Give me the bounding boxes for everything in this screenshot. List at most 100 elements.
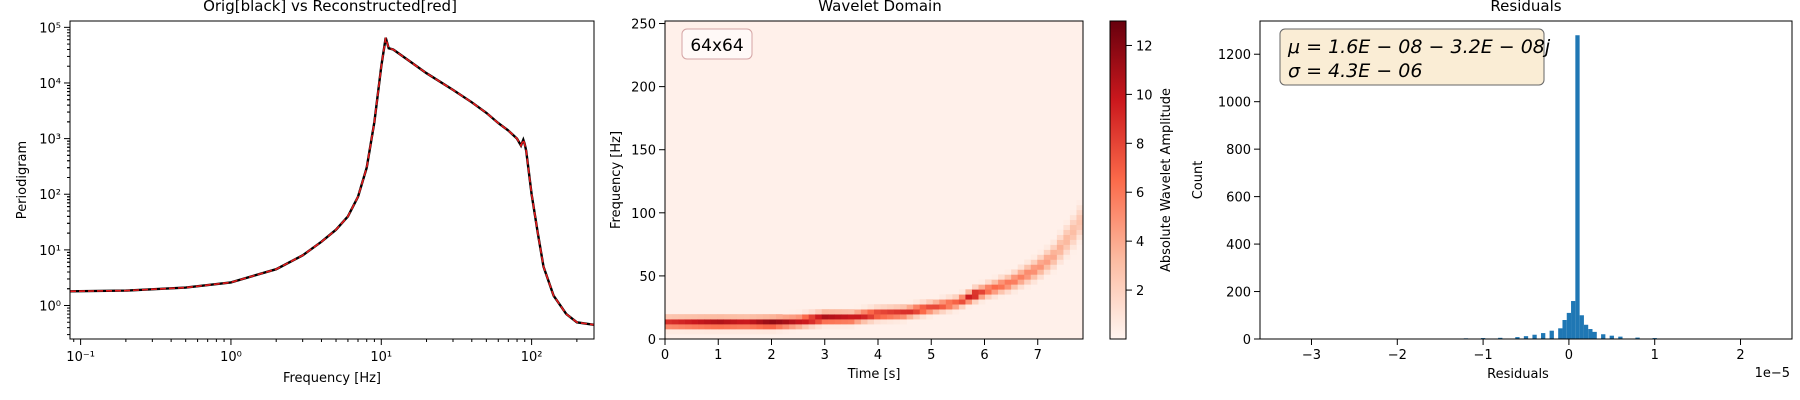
panel2-axes-frame — [664, 20, 1084, 340]
heatmap-cell — [678, 319, 685, 325]
heatmap-cell — [1037, 264, 1045, 270]
heatmap-cell — [991, 294, 999, 300]
panel1-plot-area — [69, 37, 595, 326]
p2-ytick-label: 50 — [639, 270, 656, 285]
heatmap-cell — [985, 279, 992, 285]
histogram-bar — [1549, 330, 1554, 339]
histogram-bar — [1562, 320, 1567, 339]
colorbar-tick-label: 12 — [1136, 39, 1153, 54]
heatmap-cell — [756, 329, 764, 335]
heatmap-cell — [919, 304, 927, 310]
heatmap-cell — [710, 314, 718, 320]
heatmap-cell — [782, 309, 790, 315]
p1-xtick-label: 10² — [521, 350, 543, 365]
panel3-plot-area — [1463, 35, 1692, 340]
heatmap-cell — [932, 304, 940, 310]
histogram-bar — [1498, 337, 1503, 339]
p3-xtick-label: −2 — [1388, 348, 1407, 363]
heatmap-cell — [900, 304, 907, 310]
histogram-bar — [1515, 337, 1520, 339]
p1-ytick-label: 10⁰ — [39, 300, 61, 315]
p2-xtick-label: 4 — [874, 348, 882, 363]
p3-ytick-label: 1200 — [1218, 48, 1251, 63]
p2-xtick-label: 6 — [980, 348, 988, 363]
heatmap-cell — [945, 294, 953, 300]
heatmap-cell — [723, 329, 731, 335]
heatmap-cell — [776, 314, 783, 320]
heatmap-cell — [893, 309, 901, 315]
heatmap-cell — [789, 309, 796, 315]
heatmap-cell — [847, 314, 855, 320]
heatmap-cell — [828, 324, 836, 330]
heatmap-cell — [776, 329, 783, 335]
heatmap-cell — [684, 319, 692, 325]
heatmap-cell — [1069, 229, 1077, 235]
panel3-ylabel: Count — [1191, 161, 1206, 200]
panel3-xlabel: Residuals — [1487, 367, 1549, 382]
heatmap-cell — [906, 309, 914, 315]
heatmap-cell — [1030, 279, 1038, 285]
heatmap-cell — [665, 329, 672, 335]
heatmap-cell — [978, 299, 986, 305]
heatmap-cell — [978, 284, 986, 290]
heatmap-cell — [971, 294, 979, 300]
heatmap-cell — [841, 309, 849, 315]
heatmap-cell — [867, 309, 875, 315]
heatmap-cell — [867, 314, 875, 320]
heatmap-cell — [704, 319, 712, 325]
heatmap-cell — [1076, 204, 1084, 211]
heatmap-cell — [776, 324, 783, 330]
p1-ytick-label: 10² — [39, 188, 61, 203]
heatmap-cell — [1056, 244, 1064, 250]
heatmap-cell — [762, 314, 770, 320]
heatmap-cell — [762, 329, 770, 335]
heatmap-cell — [749, 329, 757, 335]
heatmap-cell — [932, 294, 940, 300]
heatmap-cell — [678, 329, 685, 335]
heatmap-cell — [782, 319, 790, 325]
heatmap-cell — [913, 314, 921, 320]
heatmap-cell — [769, 324, 777, 330]
heatmap-cell — [952, 299, 960, 305]
heatmap-cell — [978, 294, 986, 300]
heatmap-cell — [1037, 269, 1045, 275]
heatmap-cell — [808, 314, 816, 320]
heatmap-cell — [789, 329, 796, 335]
heatmap-cell — [841, 324, 849, 330]
panel2-ylabel: Frequency [Hz] — [609, 131, 624, 229]
heatmap-cell — [913, 309, 921, 315]
heatmap-cell — [1011, 289, 1018, 295]
heatmap-cell — [874, 319, 881, 325]
p3-ytick-label: 800 — [1226, 143, 1251, 158]
heatmap-cell — [1037, 274, 1045, 280]
p2-ytick-label: 200 — [631, 81, 656, 96]
heatmap-cell — [1024, 284, 1032, 290]
heatmap-cell — [1004, 274, 1012, 280]
heatmap-cell — [1076, 234, 1084, 240]
heatmap-cell — [802, 324, 809, 330]
heatmap-cell — [671, 329, 679, 335]
heatmap-cell — [998, 284, 1005, 290]
heatmap-cell — [1069, 244, 1077, 250]
heatmap-cell — [1024, 269, 1032, 275]
p1-xtick-label: 10¹ — [370, 350, 392, 365]
panel3-offset-label: 1e−5 — [1755, 366, 1790, 381]
heatmap-cell — [906, 314, 914, 320]
panel3-title: Residuals — [1490, 0, 1561, 15]
heatmap-cell — [900, 319, 907, 325]
heatmap-cell — [795, 324, 803, 330]
heatmap-cell — [854, 309, 862, 315]
heatmap-cell — [1063, 219, 1071, 226]
heatmap-cell — [998, 289, 1005, 295]
heatmap-cell — [1024, 274, 1032, 280]
heatmap-cell — [776, 319, 783, 325]
heatmap-cell — [932, 299, 940, 305]
heatmap-cell — [847, 309, 855, 315]
residuals-panel: Residuals −3 −2 −1 0 1 2 0 200 400 600 800 1000 1200… — [1191, 0, 1793, 382]
histogram-bar — [1579, 315, 1584, 339]
heatmap-cell — [1063, 239, 1071, 245]
heatmap-cell — [1056, 229, 1064, 235]
heatmap-cell — [893, 314, 901, 320]
heatmap-cell — [815, 324, 823, 330]
